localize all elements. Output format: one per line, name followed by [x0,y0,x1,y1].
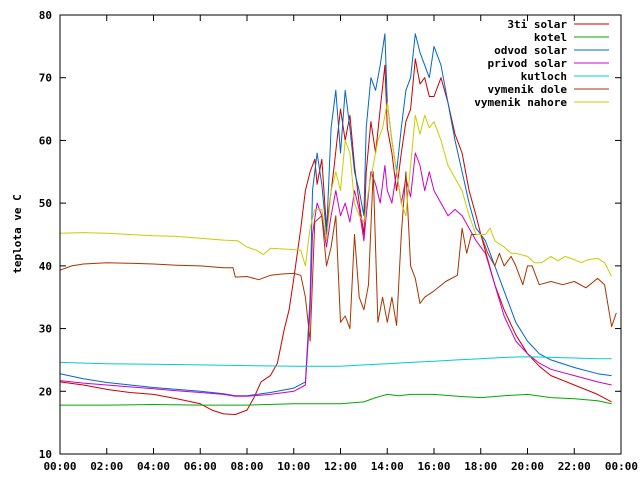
y-tick-label: 30 [39,323,52,336]
y-tick-label: 80 [39,9,52,22]
x-tick-label: 04:00 [137,460,170,473]
legend-label: kotel [534,31,567,44]
y-tick-label: 40 [39,260,52,273]
y-tick-label: 70 [39,72,52,85]
x-tick-label: 16:00 [417,460,450,473]
x-tick-label: 22:00 [558,460,591,473]
y-tick-label: 10 [39,448,52,461]
x-tick-label: 00:00 [43,460,76,473]
x-tick-label: 10:00 [277,460,310,473]
y-tick-label: 20 [39,385,52,398]
legend-label: vymenik nahore [474,96,567,109]
series-line-vymenik-dole [59,171,617,342]
series-line-privod-solar [59,152,612,397]
series-line-vymenik-nahore [59,102,613,277]
y-axis-label: teplota ve C [11,194,24,273]
x-tick-label: 14:00 [371,460,404,473]
legend-label: 3ti solar [507,18,567,31]
legend-label: kutloch [521,70,567,83]
series-line-kotel [60,393,612,406]
plot-frame [59,14,622,455]
series-line-kutloch [59,356,612,367]
x-tick-label: 12:00 [324,460,357,473]
legend-label: privod solar [488,57,568,70]
y-tick-label: 60 [39,134,52,147]
x-tick-label: 08:00 [230,460,263,473]
legend-label: vymenik dole [488,83,568,96]
x-tick-label: 06:00 [184,460,217,473]
x-tick-label: 00:00 [605,460,638,473]
x-tick-label: 20:00 [511,460,544,473]
axis-ticks: 10 20 30 40 50 60 70 80 00:00 02:00 04:00 06:00 08:0… [39,9,638,473]
legend-label: odvod solar [494,44,567,57]
y-tick-label: 50 [39,197,52,210]
series-lines [59,33,617,415]
x-tick-label: 02:00 [90,460,123,473]
series-line-3ti-solar [59,58,612,415]
x-tick-label: 18:00 [464,460,497,473]
